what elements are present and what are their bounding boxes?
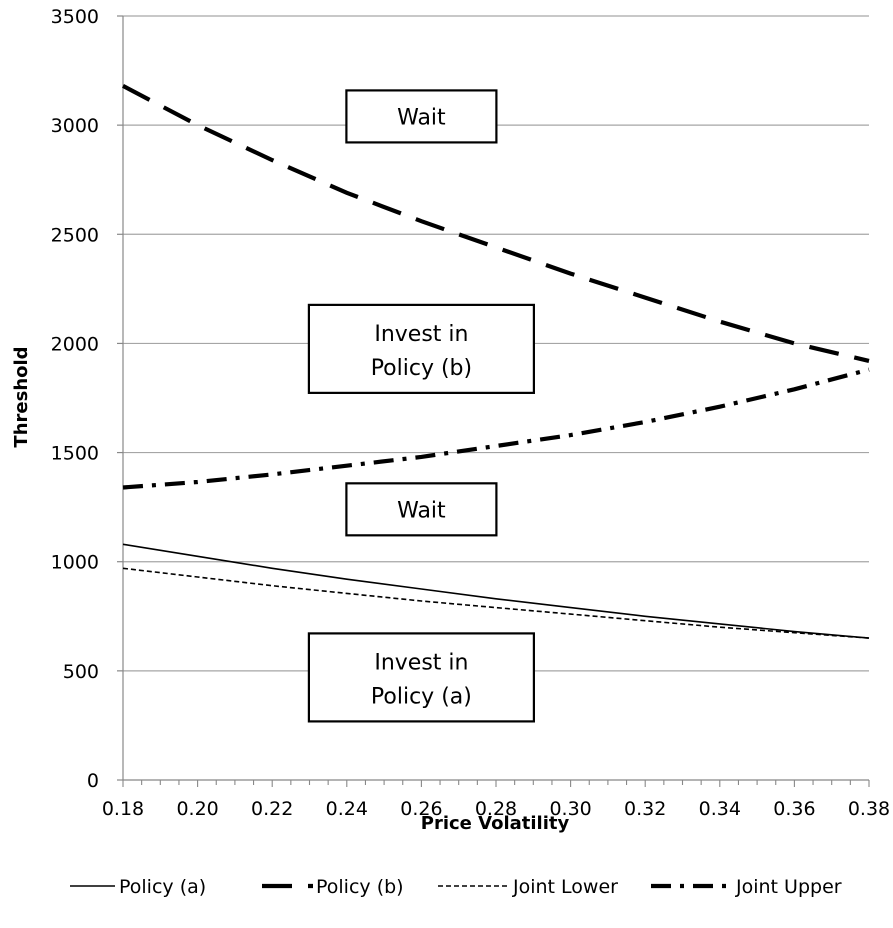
annotation-box: Invest in Policy (b) bbox=[307, 303, 535, 394]
legend-label: Policy (b) bbox=[316, 876, 404, 898]
region-annotations: Wait Invest in Policy (b) Wait Invest in Poli… bbox=[307, 89, 535, 723]
y-axis-title: Threshold bbox=[11, 346, 32, 447]
x-tick-label: 0.36 bbox=[773, 798, 815, 820]
y-tick-label: 500 bbox=[63, 661, 99, 683]
x-tick-label: 0.22 bbox=[251, 798, 293, 820]
y-tick-label: 0 bbox=[87, 770, 99, 792]
y-tick-label: 1500 bbox=[51, 443, 99, 465]
x-tick-label: 0.18 bbox=[102, 798, 144, 820]
legend: Policy (a) Policy (b) Joint Lower Joint Upp… bbox=[70, 876, 842, 898]
annotation-text: Wait bbox=[397, 105, 446, 130]
x-tick-label: 0.20 bbox=[176, 798, 218, 820]
x-tick-label: 0.30 bbox=[549, 798, 591, 820]
annotation-text: Policy (a) bbox=[371, 684, 472, 709]
y-tick-label: 3500 bbox=[51, 6, 99, 28]
legend-label: Joint Lower bbox=[512, 876, 618, 898]
x-tick-label: 0.26 bbox=[400, 798, 442, 820]
series-lines bbox=[122, 84, 870, 639]
y-tick-label: 2500 bbox=[51, 224, 99, 246]
series-line-joint-lower bbox=[122, 567, 870, 639]
annotation-frame bbox=[345, 482, 498, 537]
x-tick-label: 0.28 bbox=[475, 798, 517, 820]
annotation-frame bbox=[307, 303, 535, 394]
series-line-policy-a bbox=[122, 543, 870, 639]
x-tick-label: 0.32 bbox=[624, 798, 666, 820]
legend-label: Policy (a) bbox=[119, 876, 206, 898]
x-axis-title: Price Volatility bbox=[421, 813, 570, 834]
legend-label: Joint Upper bbox=[735, 876, 842, 898]
gridlines bbox=[117, 15, 870, 787]
annotation-frame bbox=[307, 632, 535, 723]
annotation-box: Wait bbox=[345, 482, 498, 537]
x-tick-label: 0.24 bbox=[326, 798, 368, 820]
annotation-text: Invest in bbox=[374, 650, 468, 675]
y-tick-label: 3000 bbox=[51, 115, 99, 137]
annotation-frame bbox=[345, 89, 498, 144]
x-tick-labels: 0.18 0.20 0.22 0.24 0.26 0.28 0.30 0.32 0.34 0.36… bbox=[102, 798, 890, 820]
y-tick-label: 2000 bbox=[51, 333, 99, 355]
annotation-text: Policy (b) bbox=[371, 356, 472, 381]
x-tick-label: 0.34 bbox=[699, 798, 741, 820]
axes bbox=[122, 16, 869, 781]
annotation-text: Wait bbox=[397, 498, 446, 523]
annotation-box: Wait bbox=[345, 89, 498, 144]
series-line-policy-b bbox=[122, 84, 870, 363]
x-tick-label: 0.38 bbox=[848, 798, 890, 820]
y-tick-labels: 0 500 1000 1500 2000 2500 3000 3500 bbox=[51, 6, 99, 792]
annotation-text: Invest in bbox=[374, 322, 468, 347]
annotation-box: Invest in Policy (a) bbox=[307, 632, 535, 723]
y-tick-label: 1000 bbox=[51, 552, 99, 574]
